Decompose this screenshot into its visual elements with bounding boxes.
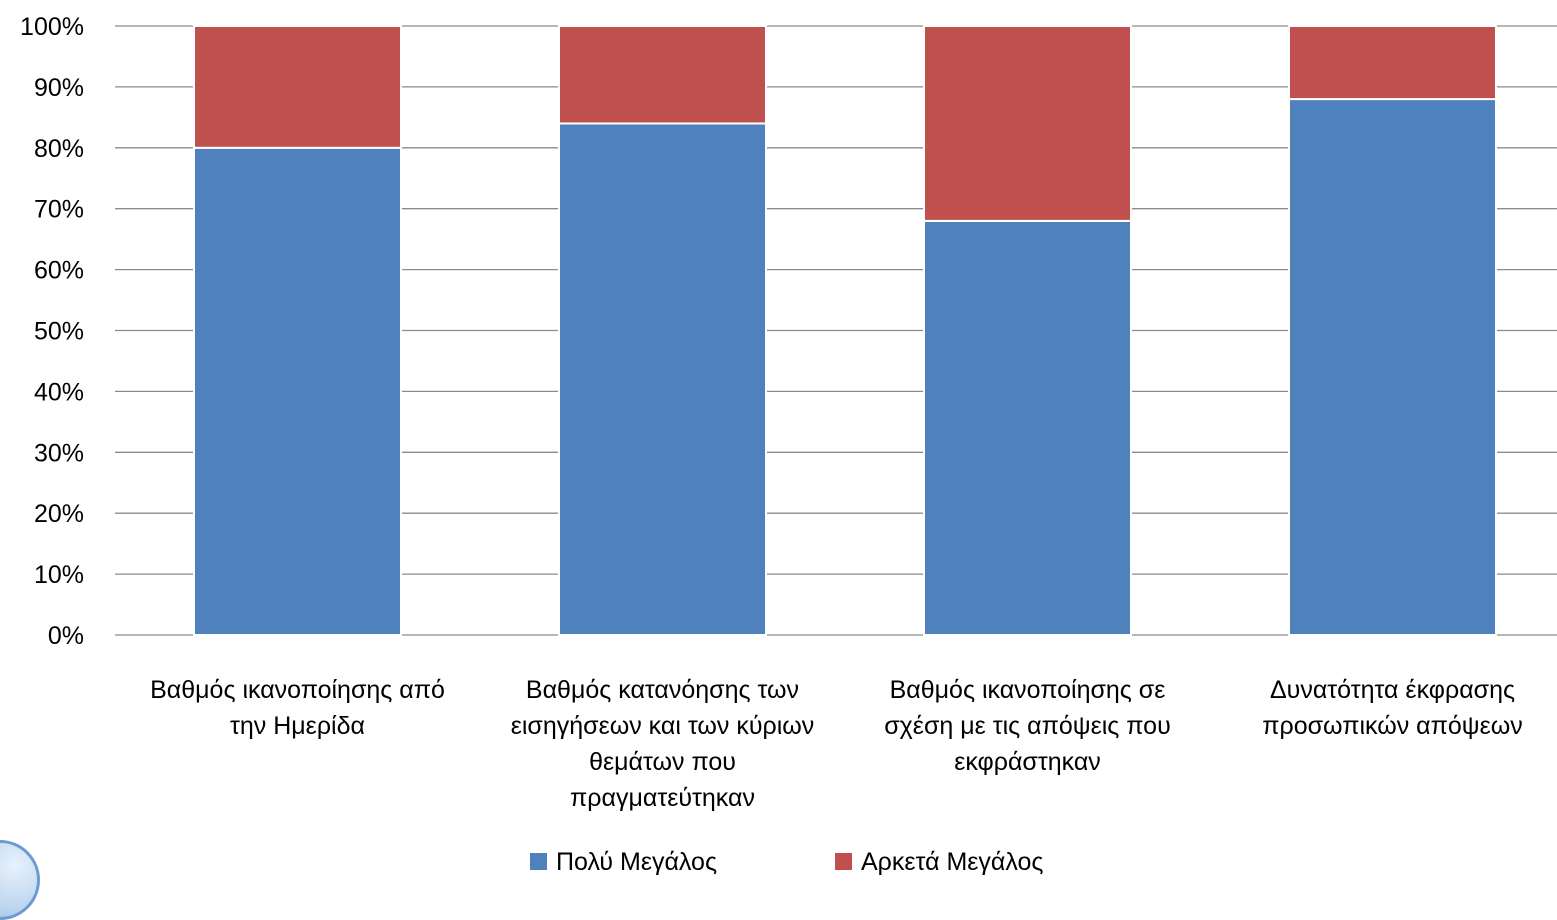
x-category-label: Βαθμός ικανοποίησης από την Ημερίδα — [150, 676, 445, 740]
y-tick-label: 70% — [34, 196, 84, 224]
bars — [193, 25, 1497, 637]
stacked-bar-chart: 0% 10% 20% 30% 40% 50% 60% 70% 80% 90% 100% Βαθμός… — [20, 13, 1557, 876]
y-tick-label: 90% — [34, 74, 84, 102]
y-tick-label: 30% — [34, 439, 84, 467]
bar-segment — [923, 25, 1132, 222]
y-tick-label: 80% — [34, 135, 84, 163]
x-axis-category-labels: Βαθμός ικανοποίησης από την Ημερίδα Βαθμός… — [150, 676, 1523, 812]
bar-segment — [193, 25, 402, 149]
bar-segment — [558, 25, 767, 125]
x-category-label: Βαθμός κατανόησης των εισηγήσεων και των … — [511, 676, 815, 812]
y-axis-tick-labels: 0% 10% 20% 30% 40% 50% 60% 70% 80% 90% 100% — [20, 13, 84, 650]
legend-swatch — [835, 853, 852, 870]
legend-swatch — [530, 853, 547, 870]
legend-label: Πολύ Μεγάλος — [556, 848, 717, 876]
y-tick-label: 50% — [34, 318, 84, 346]
bar-segment — [193, 146, 402, 637]
bar-segment — [923, 219, 1132, 636]
x-category-label: Βαθμός ικανοποίησης σε σχέση με τις απόψε… — [884, 676, 1171, 776]
legend-item: Πολύ Μεγάλος — [530, 848, 717, 876]
y-tick-label: 0% — [48, 622, 84, 650]
bar-segment — [1288, 98, 1497, 636]
legend-item: Αρκετά Μεγάλος — [835, 848, 1043, 876]
bar-segment — [558, 122, 767, 636]
y-tick-label: 20% — [34, 500, 84, 528]
legend: Πολύ Μεγάλος Αρκετά Μεγάλος — [530, 848, 1043, 876]
y-tick-label: 10% — [34, 561, 84, 589]
y-tick-label: 40% — [34, 378, 84, 406]
legend-label: Αρκετά Μεγάλος — [861, 848, 1043, 876]
bar-segment — [1288, 25, 1497, 101]
y-tick-label: 100% — [20, 13, 84, 41]
x-category-label: Δυνατότητα έκφρασης προσωπικών απόψεων — [1262, 676, 1523, 740]
y-tick-label: 60% — [34, 257, 84, 285]
